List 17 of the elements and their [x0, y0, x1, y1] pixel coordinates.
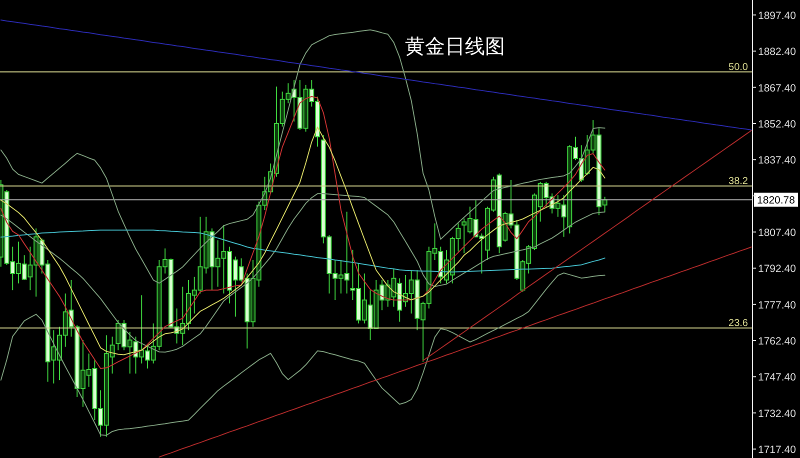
y-tick-label: 1837.40 — [758, 154, 796, 167]
annotation: 38.2 — [728, 176, 748, 187]
y-tick-label: 1867.40 — [758, 82, 796, 94]
y-tick-label: 1732.40 — [758, 408, 796, 420]
text: 黄金日线图 — [405, 34, 505, 58]
annotation: 50.0 — [728, 62, 748, 73]
y-tick-label: 1777.40 — [758, 299, 796, 312]
y-tick-label: 1852.40 — [758, 118, 796, 130]
y-tick-label: 1807.40 — [758, 227, 796, 240]
y-tick-label: 1747.40 — [758, 372, 796, 384]
annotation: 23.6 — [728, 318, 748, 330]
y-tick-label: 1717.40 — [758, 444, 796, 456]
y-tick-label: 1897.40 — [758, 10, 796, 22]
y-tick-label: 1882.40 — [758, 46, 796, 58]
ref-line-label: 1820.78 — [757, 194, 796, 207]
y-tick-label: 1762.40 — [758, 336, 796, 348]
y-tick-label: 1792.40 — [758, 263, 796, 276]
